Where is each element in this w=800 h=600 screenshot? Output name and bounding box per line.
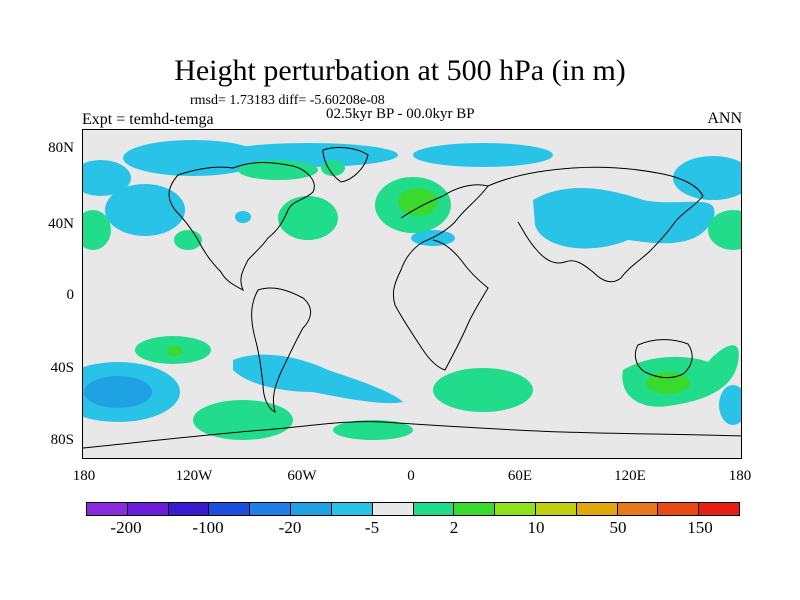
lon-label-120e: 120E xyxy=(614,468,646,484)
anomaly-positive-greenland xyxy=(321,160,345,176)
lon-label-120w: 120W xyxy=(175,468,213,484)
colorbar-swatch xyxy=(372,503,414,515)
experiment-label: Expt = temhd-temga xyxy=(82,111,214,128)
plot-title: Height perturbation at 500 hPa (in m) xyxy=(174,54,626,87)
lat-label-40n: 40N xyxy=(48,216,74,232)
lat-label-80n: 80N xyxy=(48,140,74,156)
colorbar-swatch xyxy=(250,503,292,515)
lon-label-60e: 60E xyxy=(507,468,533,484)
anomaly-positive-antarctic-pacific xyxy=(193,400,293,440)
asia-coast xyxy=(487,166,704,283)
colorbar-label-50: 50 xyxy=(609,518,627,537)
colorbar-label-2: 2 xyxy=(449,518,459,537)
anomaly-negative-south-east xyxy=(719,385,741,425)
colorbar-swatch xyxy=(168,503,210,515)
anomaly-negative-arctic-east xyxy=(673,156,741,200)
colorbar-swatch xyxy=(535,503,577,515)
anomaly-positive-indian xyxy=(433,368,533,412)
lat-label-40s: 40S xyxy=(50,360,74,376)
anomaly-negative-npacific xyxy=(105,184,185,236)
south-america-coast xyxy=(251,287,311,413)
anomaly-negative-asia xyxy=(533,187,715,249)
antarctica-coast xyxy=(83,421,741,449)
colorbar-label-10: 10 xyxy=(527,518,545,537)
anomaly-negative-small xyxy=(235,211,251,223)
period-label: 02.5kyr BP - 00.0kyr BP xyxy=(326,106,475,122)
anomaly-positive-southeast-pacific-core xyxy=(167,346,183,356)
colorbar-label-neg5: -5 xyxy=(364,518,380,537)
colorbar-label-neg20: -20 xyxy=(278,518,302,537)
anomaly-negative-arctic-pacific xyxy=(83,160,131,196)
colorbar-swatch xyxy=(454,503,496,515)
colorbar-swatch xyxy=(495,503,536,515)
colorbar-swatch xyxy=(87,503,128,515)
colorbar-swatch xyxy=(331,503,373,515)
colorbar-label-150: 150 xyxy=(687,518,713,537)
anomaly-negative-europe-north xyxy=(413,143,553,167)
australia-coast xyxy=(634,339,693,379)
greenland-coast xyxy=(322,147,369,183)
colorbar-swatch xyxy=(658,503,700,515)
anomaly-positive-europe-core xyxy=(398,188,438,216)
colorbar-swatch xyxy=(576,503,618,515)
colorbar-label-neg200: -200 xyxy=(110,518,142,537)
lat-label-0: 0 xyxy=(66,287,75,303)
colorbar-label-neg100: -100 xyxy=(192,518,224,537)
lon-label-0: 0 xyxy=(407,468,415,484)
season-label: ANN xyxy=(707,110,742,127)
anomaly-positive-pacific-east xyxy=(708,210,741,250)
anomaly-negative-south-atlantic xyxy=(233,354,403,404)
lon-label-180w: 180 xyxy=(72,468,96,484)
colorbar-swatch xyxy=(413,503,455,515)
stats-text: rmsd= 1.73183 diff= -5.60208e-08 xyxy=(190,93,385,108)
anomaly-positive-australia-core xyxy=(646,372,690,394)
map-svg xyxy=(83,130,741,458)
north-america-coast xyxy=(168,162,315,292)
coastlines xyxy=(83,147,741,449)
colorbar-swatch xyxy=(127,503,169,515)
colorbar-swatch xyxy=(209,503,251,515)
colorbar-swatch xyxy=(291,503,332,515)
colorbar-swatch xyxy=(617,503,659,515)
colorbar-swatch xyxy=(699,503,739,515)
anomaly-negative-south-pacific-core xyxy=(84,376,152,408)
lon-label-60w: 60W xyxy=(287,468,317,484)
lon-label-180e: 180 xyxy=(728,468,752,484)
colorbar xyxy=(86,502,740,516)
lat-label-80s: 80S xyxy=(50,432,74,448)
anomaly-positive-arctic-canada xyxy=(238,160,318,180)
map-panel xyxy=(82,129,742,459)
anomaly-positive-weddell xyxy=(333,420,413,440)
anomaly-positive-atlantic-west xyxy=(278,196,338,240)
anomaly-positive-pacific-west xyxy=(83,210,111,250)
